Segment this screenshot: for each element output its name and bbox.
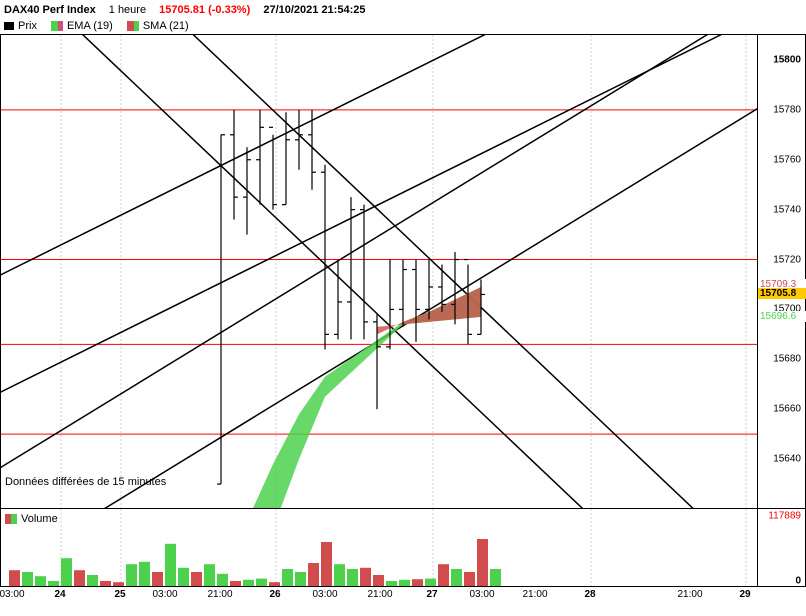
volume-label: Volume: [21, 513, 58, 525]
prix-icon: [4, 22, 14, 30]
sma-label: SMA (21): [143, 20, 189, 32]
prix-label: Prix: [18, 20, 37, 32]
volume-chart[interactable]: Volume: [0, 508, 758, 586]
ema-label: EMA (19): [67, 20, 113, 32]
volume-legend: Volume: [5, 513, 58, 525]
ema-icon: [51, 21, 63, 31]
sma-icon: [127, 21, 139, 31]
price-yaxis: 1580015780157601574015720157001568015660…: [758, 34, 806, 508]
symbol-title: DAX40 Perf Index: [4, 4, 96, 16]
last-price: 15705.81 (-0.33%): [159, 4, 250, 16]
time-xaxis: 03:00242503:0021:002603:0021:002703:0021…: [0, 586, 806, 616]
interval: 1 heure: [109, 4, 146, 16]
volume-yaxis: 1178890: [758, 508, 806, 586]
delay-text: Données différées de 15 minutes: [5, 476, 166, 488]
legend-prix: Prix: [4, 20, 37, 32]
datetime: 27/10/2021 21:54:25: [263, 4, 365, 16]
chart-header: DAX40 Perf Index 1 heure 15705.81 (-0.33…: [4, 4, 375, 16]
volume-chart-svg: [1, 509, 757, 586]
legend-sma: SMA (21): [127, 20, 189, 32]
legend: Prix EMA (19) SMA (21): [4, 20, 189, 32]
volume-icon: [5, 514, 17, 524]
legend-ema: EMA (19): [51, 20, 113, 32]
price-chart-svg: [1, 35, 757, 508]
price-chart[interactable]: Données différées de 15 minutes: [0, 34, 758, 508]
